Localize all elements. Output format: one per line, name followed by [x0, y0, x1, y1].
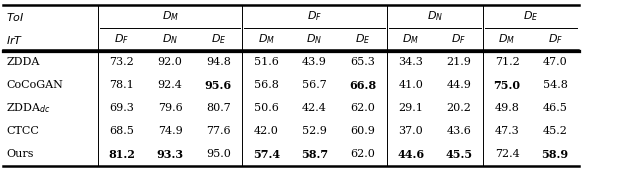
Text: 72.4: 72.4	[495, 149, 520, 159]
Text: 46.5: 46.5	[543, 103, 568, 113]
Text: $\mathit{D}_{N}$: $\mathit{D}_{N}$	[307, 33, 323, 46]
Text: $\mathit{D}_{E}$: $\mathit{D}_{E}$	[355, 33, 371, 46]
Text: 66.8: 66.8	[349, 80, 376, 91]
Text: 47.0: 47.0	[543, 57, 568, 67]
Text: CTCC: CTCC	[6, 126, 39, 136]
Text: $\mathit{D}_{M}$: $\mathit{D}_{M}$	[499, 33, 516, 46]
Text: 52.9: 52.9	[302, 126, 327, 136]
Text: 77.6: 77.6	[206, 126, 230, 136]
Text: $\mathit{D}_{M}$: $\mathit{D}_{M}$	[258, 33, 275, 46]
Text: 68.5: 68.5	[109, 126, 134, 136]
Text: $\mathit{D}_{M}$: $\mathit{D}_{M}$	[161, 10, 179, 23]
Text: 81.2: 81.2	[109, 149, 136, 160]
Text: 92.4: 92.4	[157, 80, 182, 90]
Text: 56.7: 56.7	[302, 80, 327, 90]
Text: 92.0: 92.0	[157, 57, 182, 67]
Text: 65.3: 65.3	[350, 57, 375, 67]
Text: 75.0: 75.0	[493, 80, 520, 91]
Text: 43.9: 43.9	[302, 57, 327, 67]
Text: 45.2: 45.2	[543, 126, 568, 136]
Text: $\mathit{D}_{F}$: $\mathit{D}_{F}$	[451, 33, 467, 46]
Text: CoCoGAN: CoCoGAN	[6, 80, 63, 90]
Text: 93.3: 93.3	[157, 149, 184, 160]
Text: $\mathit{D}_{N}$: $\mathit{D}_{N}$	[427, 10, 443, 23]
Text: 58.9: 58.9	[541, 149, 569, 160]
Text: 37.0: 37.0	[398, 126, 423, 136]
Text: $\mathit{ToI}$: $\mathit{ToI}$	[6, 11, 25, 23]
Text: 51.6: 51.6	[254, 57, 279, 67]
Text: ZDDA: ZDDA	[6, 57, 40, 67]
Text: 95.0: 95.0	[206, 149, 230, 159]
Text: 62.0: 62.0	[350, 103, 375, 113]
Text: 56.8: 56.8	[254, 80, 279, 90]
Text: 57.4: 57.4	[253, 149, 280, 160]
Text: $\mathit{D}_{E}$: $\mathit{D}_{E}$	[524, 10, 539, 23]
Text: 41.0: 41.0	[398, 80, 423, 90]
Text: $\mathit{D}_{N}$: $\mathit{D}_{N}$	[162, 33, 178, 46]
Text: 69.3: 69.3	[109, 103, 134, 113]
Text: 44.9: 44.9	[447, 80, 471, 90]
Text: 42.4: 42.4	[302, 103, 327, 113]
Text: 79.6: 79.6	[157, 103, 182, 113]
Text: $\mathit{IrT}$: $\mathit{IrT}$	[6, 34, 24, 45]
Text: $\mathit{D}_{F}$: $\mathit{D}_{F}$	[115, 33, 129, 46]
Text: 71.2: 71.2	[495, 57, 520, 67]
Text: 50.6: 50.6	[254, 103, 279, 113]
Text: 95.6: 95.6	[205, 80, 232, 91]
Text: $\mathit{D}_{F}$: $\mathit{D}_{F}$	[548, 33, 563, 46]
Text: 74.9: 74.9	[157, 126, 182, 136]
Text: $\mathit{D}_{F}$: $\mathit{D}_{F}$	[307, 10, 322, 23]
Text: $\mathit{D}_{M}$: $\mathit{D}_{M}$	[402, 33, 419, 46]
Text: $\mathit{D}_{E}$: $\mathit{D}_{E}$	[211, 33, 226, 46]
Text: 21.9: 21.9	[447, 57, 471, 67]
Text: 49.8: 49.8	[495, 103, 520, 113]
Text: 80.7: 80.7	[206, 103, 230, 113]
Text: 58.7: 58.7	[301, 149, 328, 160]
Text: 44.6: 44.6	[397, 149, 424, 160]
Text: 29.1: 29.1	[398, 103, 423, 113]
Text: 78.1: 78.1	[109, 80, 134, 90]
Text: 94.8: 94.8	[206, 57, 230, 67]
Text: 42.0: 42.0	[254, 126, 279, 136]
Text: 34.3: 34.3	[398, 57, 423, 67]
Text: 43.6: 43.6	[447, 126, 471, 136]
Text: 20.2: 20.2	[447, 103, 471, 113]
Text: 54.8: 54.8	[543, 80, 568, 90]
Text: 73.2: 73.2	[109, 57, 134, 67]
Text: Ours: Ours	[6, 149, 34, 159]
Text: 45.5: 45.5	[445, 149, 472, 160]
Text: 62.0: 62.0	[350, 149, 375, 159]
Text: ZDDA$_{dc}$: ZDDA$_{dc}$	[6, 101, 51, 115]
Text: 47.3: 47.3	[495, 126, 520, 136]
Text: 60.9: 60.9	[350, 126, 375, 136]
